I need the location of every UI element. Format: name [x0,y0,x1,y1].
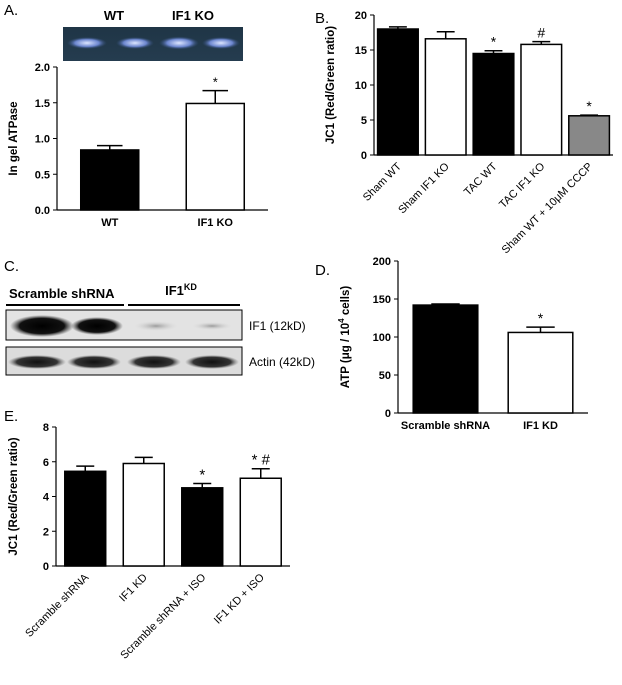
chart-d-bar [507,331,574,414]
panel-d-label: D. [315,262,330,279]
chart-b-ytick-label: 10 [355,80,367,92]
gel-band-2 [116,37,154,49]
chart-b-bar [424,38,467,156]
chart-a-xtick-label: IF1 KO [198,217,234,229]
panel-c-label: C. [4,258,19,275]
blot-group-scramble: Scramble shRNA [9,286,115,301]
chart-e-bar [122,462,165,567]
chart-d-significance: * [538,310,544,326]
chart-a-ytick-label: 0.0 [35,205,50,217]
chart-b-bar [568,115,611,156]
chart-a-ytick-label: 1.0 [35,134,50,146]
panel-b-label: B. [315,10,330,27]
chart-e-significance: * # [252,452,271,469]
panel-e-label: E. [4,408,19,425]
chart-e-xtick-label: IF1 KD [117,572,150,605]
chart-a-bar [185,102,246,211]
chart-b-ytick-label: 15 [355,45,367,57]
chart-b-ytick-label: 5 [361,115,367,127]
chart-e-ytick-label: 2 [43,526,49,538]
chart-e-ytick-label: 4 [43,492,50,504]
chart-b-bar [520,43,563,156]
chart-e-bar [181,487,224,567]
chart-b-significance: # [537,25,545,41]
chart-a-ylabel: In gel ATPase [8,101,20,175]
panel-a-label: A. [4,2,19,19]
gel-band-4 [202,37,240,49]
chart-a-bar [79,149,140,211]
chart-e-bar [64,470,107,567]
chart-a-xtick-label: WT [101,217,118,229]
chart-d-bar [412,304,479,414]
chart-d-ytick-label: 100 [373,332,391,344]
chart-b-ytick-label: 20 [355,10,367,22]
chart-b-significance: * [491,34,497,50]
chart-e-xtick-label: IF1 KD + ISO [212,571,267,626]
chart-d-ytick-label: 0 [385,408,391,420]
chart-d-ytick-label: 150 [373,294,391,306]
chart-d-xtick-label: IF1 KD [523,420,558,432]
chart-b-ylabel: JC1 (Red/Green ratio) [325,26,337,144]
chart-e-ytick-label: 0 [43,561,49,573]
chart-a-ytick-label: 1.5 [35,98,50,110]
chart-b-bar [376,28,419,156]
chart-b-significance: * [586,98,592,114]
blot-label-actin: Actin (42kD) [249,355,315,369]
gel-header-if1ko: IF1 KO [172,8,214,23]
svg-text:IF1KD: IF1KD [165,282,197,298]
chart-e-ylabel: JC1 (Red/Green ratio) [8,437,20,555]
chart-d-xtick-label: Scramble shRNA [401,420,490,432]
chart-a-significance: * [213,75,218,90]
blot-label-if1: IF1 (12kD) [249,319,306,333]
chart-a-ytick-label: 2.0 [35,62,50,74]
chart-e-ytick-label: 8 [43,422,49,434]
blot-group-kd-sup: KD [184,282,197,292]
chart-a-ytick-label: 0.5 [35,169,50,181]
chart-d-ylabel: ATP (μg / 104 cells) [337,286,352,389]
gel-header-wt: WT [104,8,124,23]
gel-band-1 [67,37,107,49]
gel-band-3 [159,36,199,50]
chart-d-ytick-label: 200 [373,256,391,268]
chart-d-ytick-label: 50 [379,370,391,382]
chart-e-xtick-label: Scramble shRNA [23,571,92,640]
chart-e-ytick-label: 6 [43,457,49,469]
chart-e-significance: * [199,466,205,483]
chart-b-ytick-label: 0 [361,150,367,162]
chart-e-bar [239,477,282,567]
blot-group-if1: IF1 [165,283,184,298]
chart-b-bar [472,52,515,156]
